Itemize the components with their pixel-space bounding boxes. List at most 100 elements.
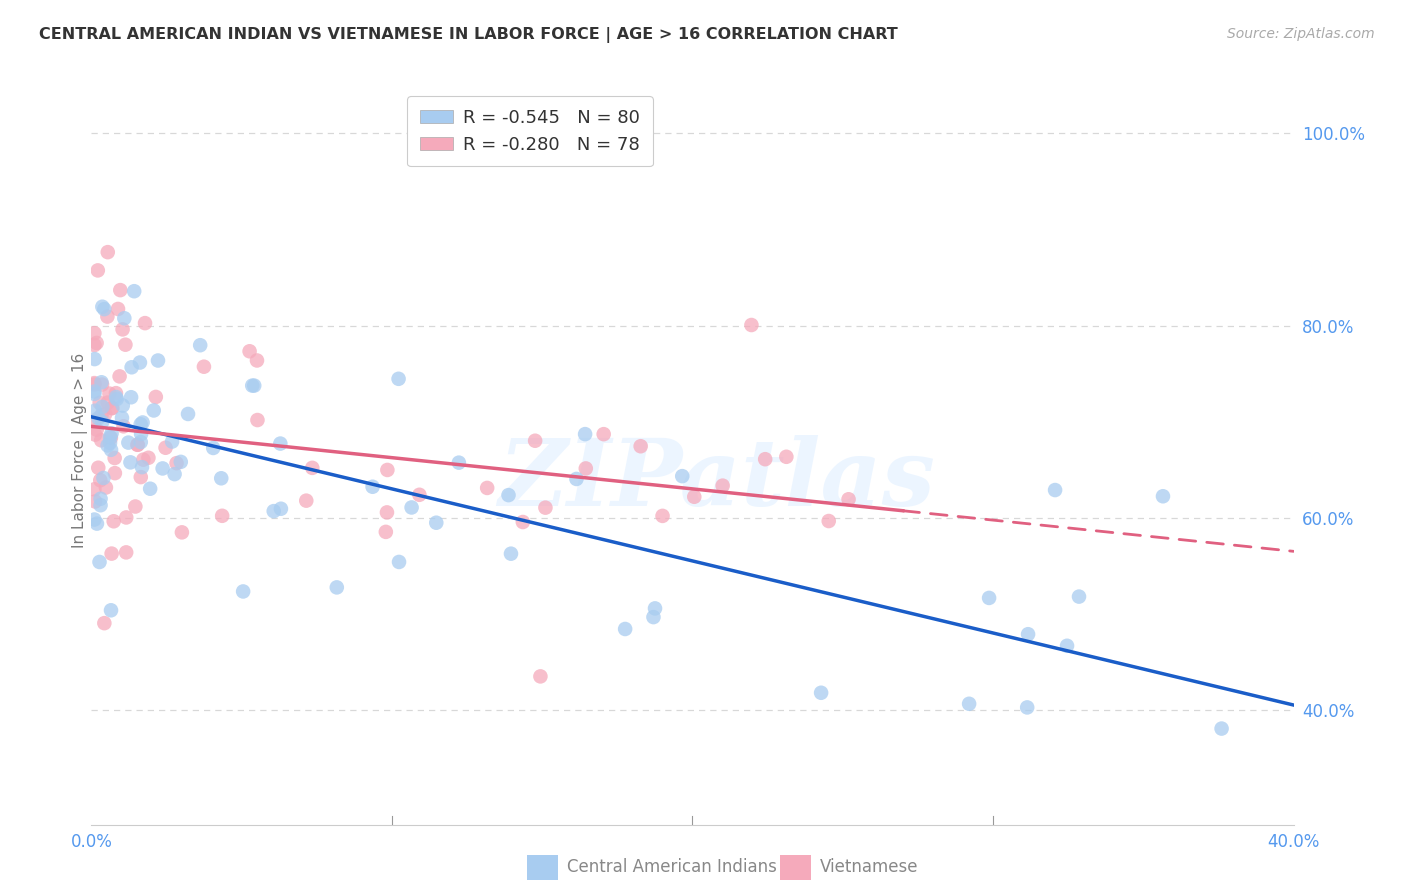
Point xyxy=(592,427,614,442)
Point xyxy=(90,409,112,423)
Point xyxy=(166,456,188,470)
Point xyxy=(574,427,596,442)
Point xyxy=(105,390,128,404)
Point xyxy=(91,377,114,392)
Point xyxy=(111,410,134,425)
Point xyxy=(83,512,105,526)
Point xyxy=(131,416,153,430)
Point xyxy=(575,461,598,475)
Point xyxy=(425,516,447,530)
Point xyxy=(408,488,430,502)
Point xyxy=(115,545,138,559)
Point xyxy=(239,344,262,359)
Point xyxy=(89,473,111,487)
Point xyxy=(211,508,233,523)
Point xyxy=(83,352,105,367)
Point xyxy=(100,431,122,445)
Text: CENTRAL AMERICAN INDIAN VS VIETNAMESE IN LABOR FORCE | AGE > 16 CORRELATION CHAR: CENTRAL AMERICAN INDIAN VS VIETNAMESE IN… xyxy=(39,27,898,43)
Point xyxy=(163,467,186,482)
Point xyxy=(643,610,665,624)
Point xyxy=(86,516,108,531)
Point xyxy=(246,413,269,427)
Point xyxy=(1043,483,1066,497)
Point xyxy=(103,514,125,528)
Point xyxy=(145,390,167,404)
Point xyxy=(177,407,200,421)
Point xyxy=(83,326,105,341)
Point xyxy=(188,338,211,352)
Point xyxy=(122,284,145,298)
Point xyxy=(90,434,112,448)
Point xyxy=(170,455,193,469)
Point xyxy=(100,426,122,441)
Point xyxy=(129,470,152,484)
Point xyxy=(97,438,120,452)
Point xyxy=(121,360,143,375)
Point xyxy=(90,498,112,512)
Point xyxy=(1211,722,1233,736)
Text: Source: ZipAtlas.com: Source: ZipAtlas.com xyxy=(1227,27,1375,41)
Point xyxy=(96,310,118,324)
Point xyxy=(131,460,153,475)
Point xyxy=(91,400,114,414)
Point xyxy=(1017,627,1039,641)
Point xyxy=(295,493,318,508)
Point xyxy=(112,311,135,326)
Point xyxy=(269,436,291,450)
Point xyxy=(326,581,349,595)
Point xyxy=(98,386,121,401)
Point xyxy=(1067,590,1090,604)
Point xyxy=(93,616,115,631)
Point xyxy=(91,300,114,314)
Point xyxy=(838,492,860,507)
Point xyxy=(512,515,534,529)
Y-axis label: In Labor Force | Age > 16: In Labor Force | Age > 16 xyxy=(72,353,89,548)
Point xyxy=(232,584,254,599)
Point xyxy=(114,337,136,351)
Point xyxy=(209,471,232,485)
Point xyxy=(117,435,139,450)
Point xyxy=(97,245,120,260)
Point xyxy=(447,456,470,470)
Point xyxy=(671,469,693,483)
Point xyxy=(127,438,149,452)
Point xyxy=(1017,700,1039,714)
Point xyxy=(957,697,980,711)
Point xyxy=(94,481,117,495)
Point xyxy=(263,504,285,518)
Point xyxy=(124,500,146,514)
Point xyxy=(129,355,152,369)
Point xyxy=(87,460,110,475)
Point xyxy=(810,686,832,700)
Point xyxy=(775,450,797,464)
Point xyxy=(111,399,134,413)
Text: Central American Indians: Central American Indians xyxy=(567,858,776,876)
Point xyxy=(361,480,384,494)
Point xyxy=(104,386,127,401)
Point xyxy=(301,461,323,475)
Point xyxy=(111,322,134,336)
Point xyxy=(1056,639,1078,653)
Point xyxy=(651,508,673,523)
Point xyxy=(155,441,177,455)
Point xyxy=(246,353,269,368)
Legend: R = -0.545   N = 80, R = -0.280   N = 78: R = -0.545 N = 80, R = -0.280 N = 78 xyxy=(408,96,652,167)
Point xyxy=(84,427,107,442)
Text: Vietnamese: Vietnamese xyxy=(820,858,918,876)
Point xyxy=(94,407,117,421)
Point xyxy=(97,395,120,409)
Point xyxy=(524,434,547,448)
Point xyxy=(401,500,423,515)
Point xyxy=(475,481,498,495)
Point xyxy=(499,547,522,561)
Point xyxy=(84,403,107,417)
Point xyxy=(138,450,160,465)
Point xyxy=(100,442,122,457)
Point xyxy=(270,501,292,516)
Point xyxy=(90,491,112,506)
Point xyxy=(110,283,132,297)
Point xyxy=(129,426,152,441)
Point xyxy=(630,439,652,453)
Point xyxy=(83,338,105,352)
Point xyxy=(498,488,520,502)
